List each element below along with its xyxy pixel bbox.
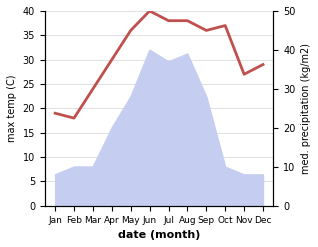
X-axis label: date (month): date (month) — [118, 230, 200, 240]
Y-axis label: med. precipitation (kg/m2): med. precipitation (kg/m2) — [301, 43, 311, 174]
Y-axis label: max temp (C): max temp (C) — [7, 75, 17, 142]
